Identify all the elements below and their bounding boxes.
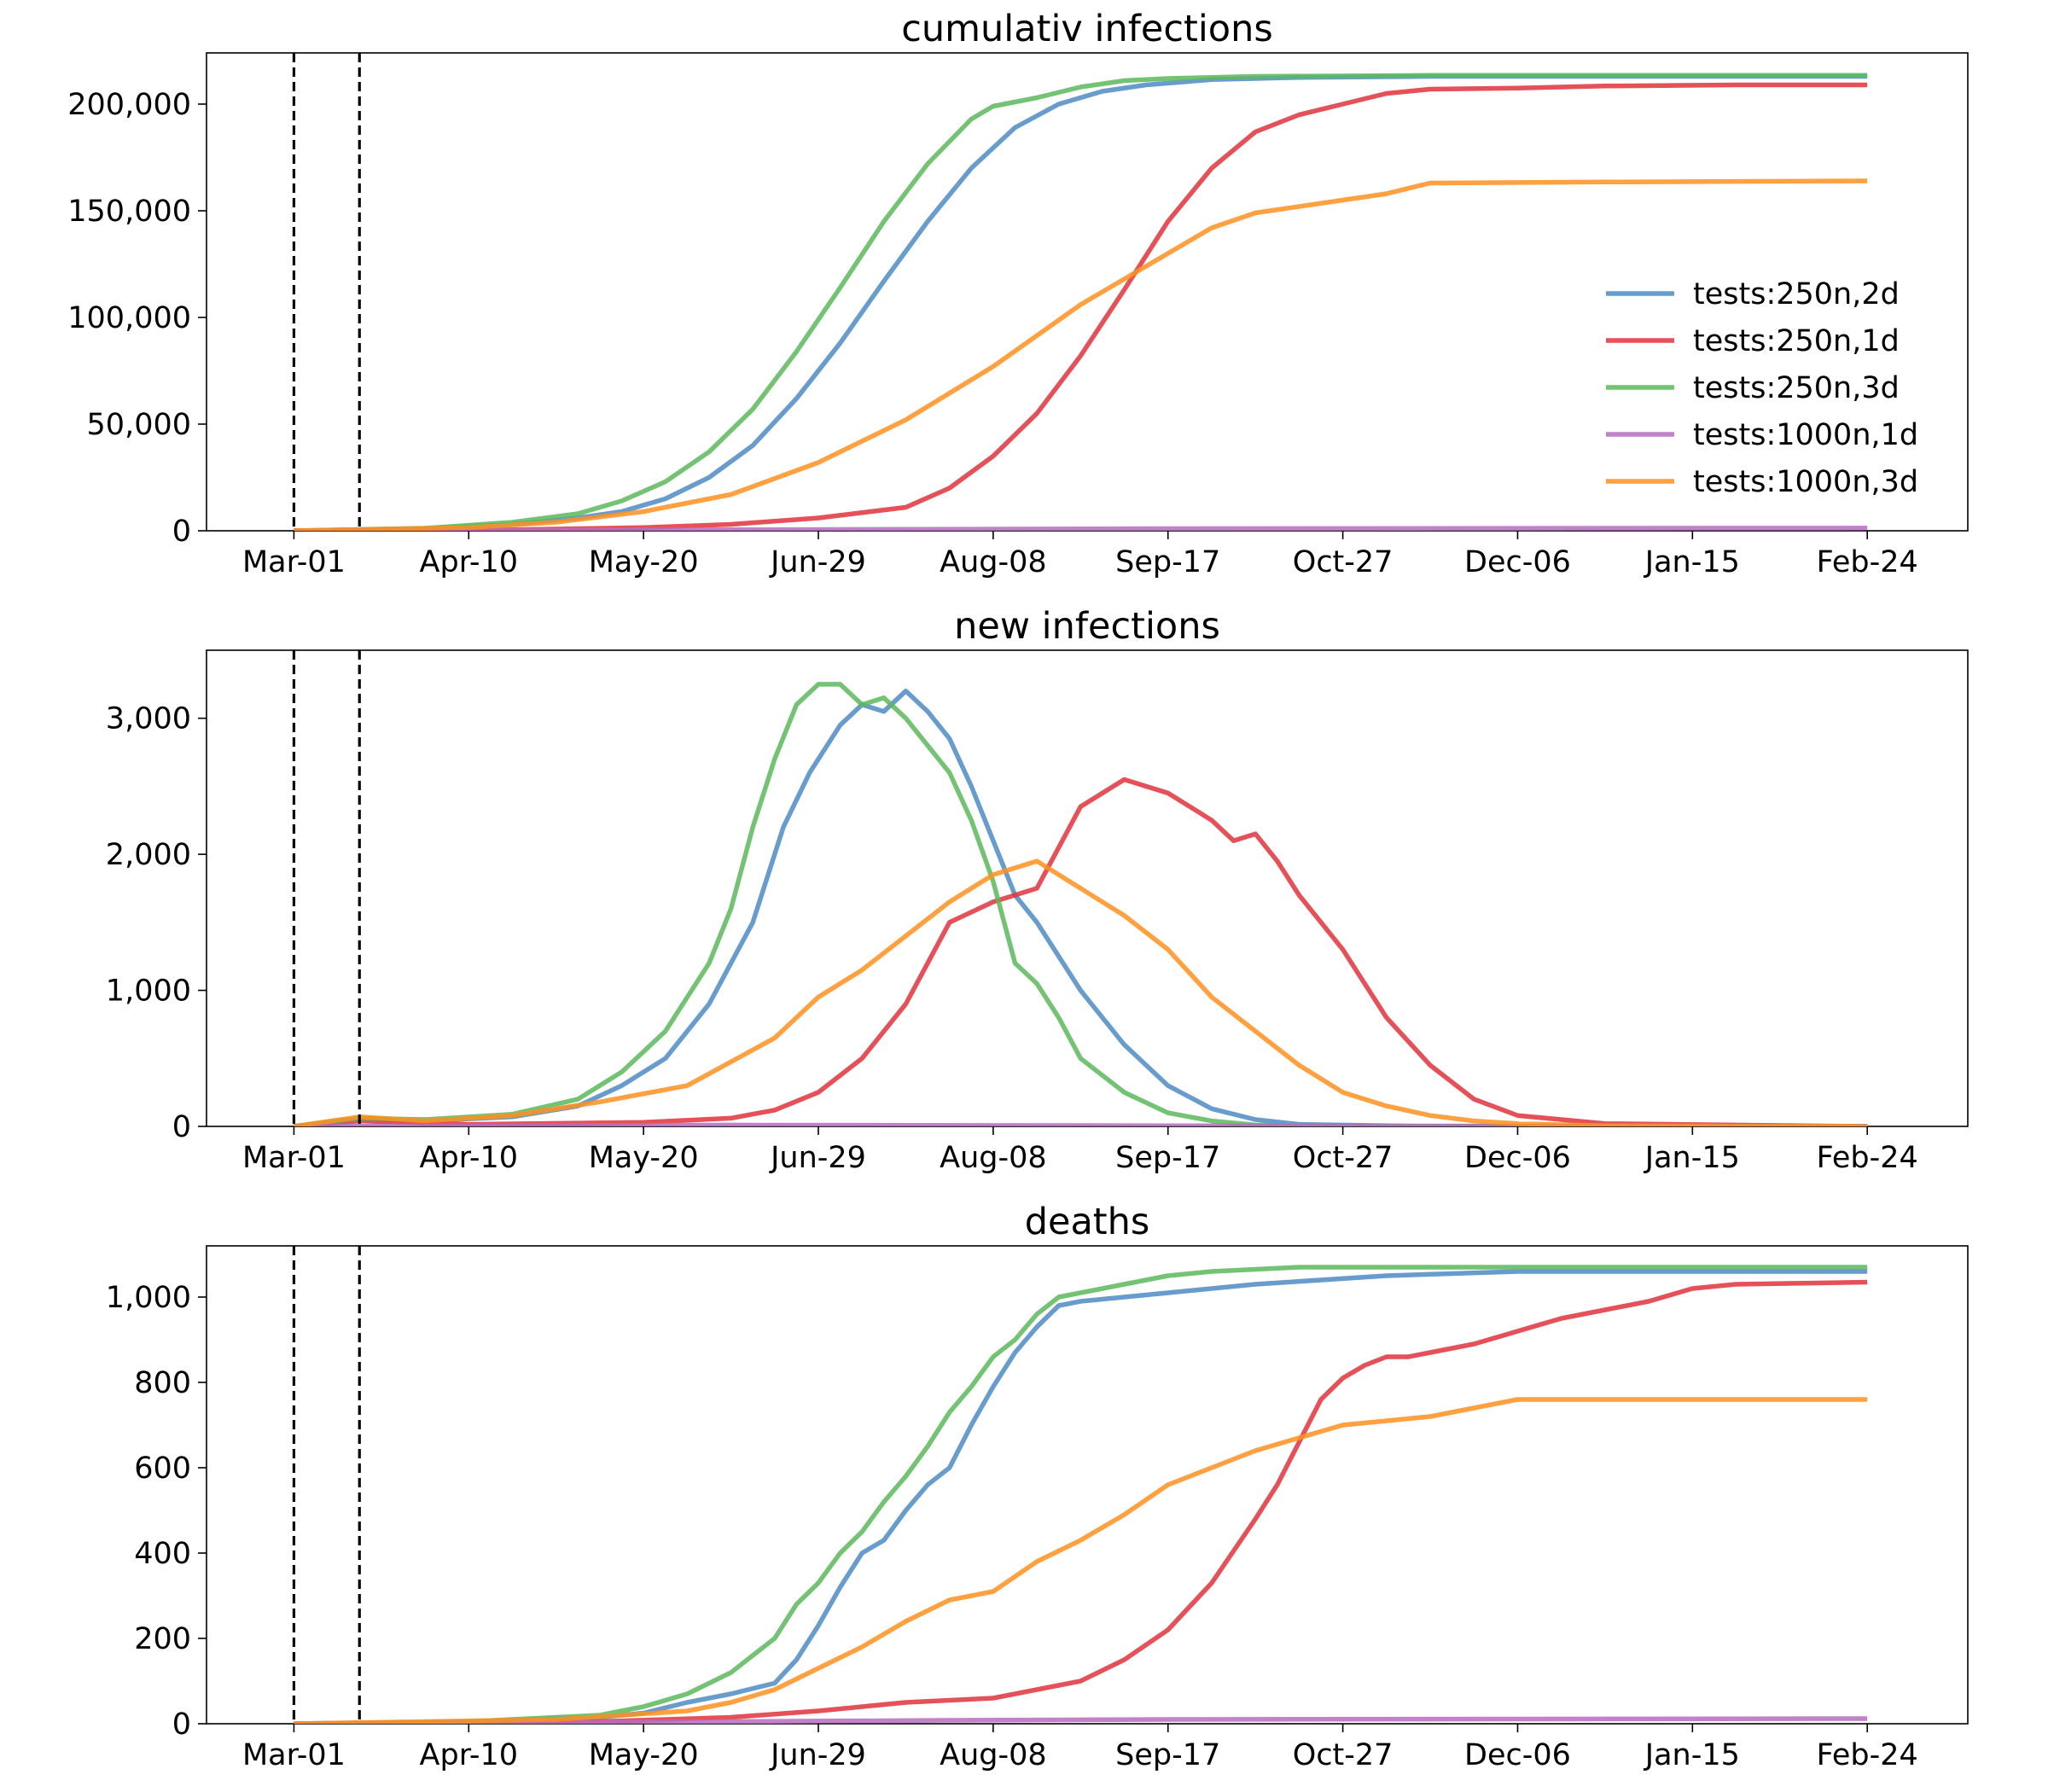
x-tick-label: Sep-17 xyxy=(1115,545,1220,579)
series-line-tests-1000n-1d xyxy=(294,526,1868,531)
y-tick-label: 3,000 xyxy=(106,702,191,736)
chart-title: new infections xyxy=(954,605,1220,648)
series-line-tests-250n-3d xyxy=(294,1265,1868,1724)
series-line-tests-250n-1d xyxy=(294,82,1868,531)
series-line-tests-250n-1d xyxy=(294,1279,1868,1724)
x-tick-label: Mar-01 xyxy=(242,545,346,579)
y-tick-label: 150,000 xyxy=(67,195,191,229)
chart-deaths: deaths 0 200 400 600 800 1,000 Mar-01 Apr-10 May-… xyxy=(106,1201,1969,1772)
y-tick-label: 200,000 xyxy=(67,88,191,122)
x-tick-label: Aug-08 xyxy=(940,1141,1047,1175)
y-tick-label: 600 xyxy=(134,1452,191,1486)
x-tick-label: Oct-27 xyxy=(1293,545,1393,579)
y-tick-label: 100,000 xyxy=(67,301,191,335)
series-line-tests-250n-2d xyxy=(294,689,1868,1126)
y-tick-label: 0 xyxy=(172,1110,191,1144)
x-tick-label: Apr-10 xyxy=(420,1141,518,1175)
x-tick-label: Dec-06 xyxy=(1464,1141,1571,1175)
y-tick-label: 400 xyxy=(134,1537,191,1571)
series-line-tests-1000n-1d xyxy=(294,1122,1868,1126)
plot-frame xyxy=(206,1245,1969,1725)
y-tick-label: 200 xyxy=(134,1622,191,1656)
series-group xyxy=(294,682,1868,1126)
x-tick-label: Jun-29 xyxy=(769,1141,866,1175)
legend-label: tests:1000n,1d xyxy=(1693,418,1918,452)
x-tick-label: Apr-10 xyxy=(420,1738,518,1772)
y-tick-label: 2,000 xyxy=(106,838,191,872)
x-tick-label: Sep-17 xyxy=(1115,1738,1220,1772)
series-line-tests-250n-1d xyxy=(294,777,1868,1126)
y-tick-label: 800 xyxy=(134,1366,191,1400)
y-tick-label: 1,000 xyxy=(106,1281,191,1315)
x-tick-label: Oct-27 xyxy=(1293,1738,1393,1772)
x-tick-label: Dec-06 xyxy=(1464,1738,1571,1772)
plot-frame xyxy=(206,649,1969,1127)
series-line-tests-1000n-3d xyxy=(294,178,1868,531)
x-tick-label: May-20 xyxy=(589,1141,699,1175)
series-line-tests-250n-3d xyxy=(294,682,1868,1126)
legend: tests:250n,2d tests:250n,1d tests:250n,3d t… xyxy=(1606,277,1918,499)
series-line-tests-250n-2d xyxy=(294,1269,1868,1724)
series-line-tests-1000n-3d xyxy=(294,858,1868,1126)
y-tick-label: 1,000 xyxy=(106,975,191,1009)
series-line-tests-1000n-1d xyxy=(294,1716,1868,1724)
series-line-tests-250n-3d xyxy=(294,73,1868,531)
chart-title: deaths xyxy=(1025,1201,1150,1243)
legend-label: tests:250n,2d xyxy=(1693,277,1900,311)
x-tick-label: Jun-29 xyxy=(769,545,866,579)
x-tick-label: Feb-24 xyxy=(1817,1141,1918,1175)
x-tick-label: Feb-24 xyxy=(1817,1738,1918,1772)
x-tick-label: Jan-15 xyxy=(1644,1141,1740,1175)
x-tick-label: Aug-08 xyxy=(940,1738,1047,1772)
x-tick-label: Jan-15 xyxy=(1644,1738,1740,1772)
x-tick-label: May-20 xyxy=(589,1738,699,1772)
y-tick-label: 50,000 xyxy=(87,408,191,442)
legend-label: tests:1000n,3d xyxy=(1693,465,1918,499)
legend-label: tests:250n,1d xyxy=(1693,324,1900,358)
x-tick-label: Mar-01 xyxy=(242,1738,346,1772)
x-tick-label: Feb-24 xyxy=(1817,545,1918,579)
x-tick-label: Dec-06 xyxy=(1464,545,1571,579)
y-tick-label: 0 xyxy=(172,515,191,549)
x-tick-label: Mar-01 xyxy=(242,1141,346,1175)
x-tick-label: Aug-08 xyxy=(940,545,1047,579)
x-tick-label: Jan-15 xyxy=(1644,545,1740,579)
chart-title: cumulativ infections xyxy=(901,8,1272,50)
x-tick-label: Apr-10 xyxy=(420,545,518,579)
x-tick-label: Jun-29 xyxy=(769,1738,866,1772)
x-tick-label: Oct-27 xyxy=(1293,1141,1393,1175)
chart-new-infections: new infections 0 1,000 2,000 3,000 Mar-01 Apr-… xyxy=(106,605,1969,1175)
series-group xyxy=(294,73,1868,531)
chart-cumulative-infections: cumulativ infections 0 50,000 100,000 150,00… xyxy=(67,8,1969,579)
series-line-tests-1000n-3d xyxy=(294,1397,1868,1724)
series-group xyxy=(294,1265,1868,1724)
x-tick-label: Sep-17 xyxy=(1115,1141,1220,1175)
legend-label: tests:250n,3d xyxy=(1693,371,1900,405)
y-tick-label: 0 xyxy=(172,1708,191,1742)
x-tick-label: May-20 xyxy=(589,545,699,579)
